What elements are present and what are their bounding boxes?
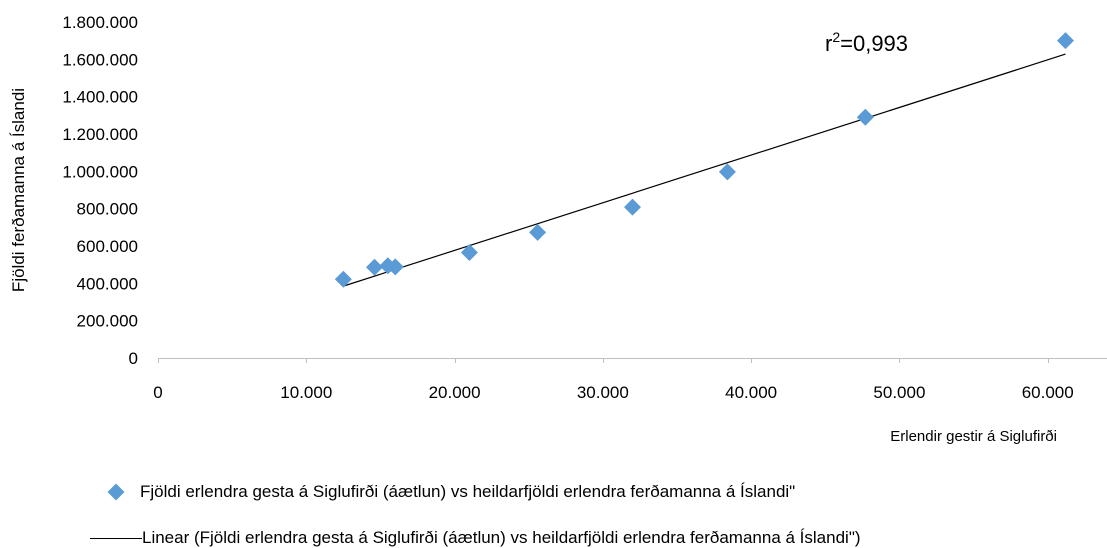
legend-item-trendline: Linear (Fjöldi erlendra gesta á Siglufir… [90,528,861,548]
x-tick-label: 60.000 [1022,383,1074,402]
data-point [386,258,404,276]
data-point [334,270,352,288]
y-tick-label: 800.000 [77,200,138,219]
data-point [529,223,547,241]
y-tick-label: 600.000 [77,237,138,256]
data-point [624,198,641,216]
x-axis-ticks: 0 10.000 20.000 30.000 40.000 50.000 60.000 [153,383,1073,402]
legend-label-series: Fjöldi erlendra gesta á Siglufirði (áætl… [140,482,796,501]
data-point [365,258,383,276]
x-tick-label: 20.000 [429,383,481,402]
x-axis-title: Erlendir gestir á Siglufirði [890,428,1057,445]
annotation-base: r [825,31,832,56]
x-tick-label: 0 [153,383,162,402]
y-tick-label: 1.000.000 [62,162,138,181]
y-axis-ticks: 0 200.000 400.000 600.000 800.000 1.000.000 1.… [62,13,138,368]
trendline [343,53,1066,287]
y-axis-title: Fjöldi ferðamanna á Íslandi [9,88,28,292]
x-tick-label: 30.000 [577,383,629,402]
legend-label-trendline: Linear (Fjöldi erlendra gesta á Siglufir… [142,528,861,547]
y-tick-label: 0 [129,349,138,368]
diamond-marker-icon [107,483,125,501]
y-tick-label: 200.000 [77,312,138,331]
y-tick-label: 1.200.000 [62,125,138,144]
data-points [334,32,1074,288]
data-point [856,108,874,126]
data-point [718,163,736,181]
x-tick-label: 40.000 [725,383,777,402]
annotation-sup: 2 [832,29,840,45]
x-axis-tickmarks [158,358,1049,363]
y-tick-label: 1.600.000 [62,50,138,69]
x-tick-label: 10.000 [280,383,332,402]
annotation-rest: =0,993 [840,31,908,56]
line-marker-icon [90,537,142,539]
y-tick-label: 400.000 [77,274,138,293]
data-point [1056,32,1074,50]
legend-item-series: Fjöldi erlendra gesta á Siglufirði (áætl… [106,482,795,502]
y-tick-label: 1.400.000 [62,88,138,107]
x-tick-label: 50.000 [873,383,925,402]
data-point [460,244,478,262]
y-tick-label: 1.800.000 [62,13,138,32]
r-squared-annotation: r2=0,993 [825,29,908,56]
